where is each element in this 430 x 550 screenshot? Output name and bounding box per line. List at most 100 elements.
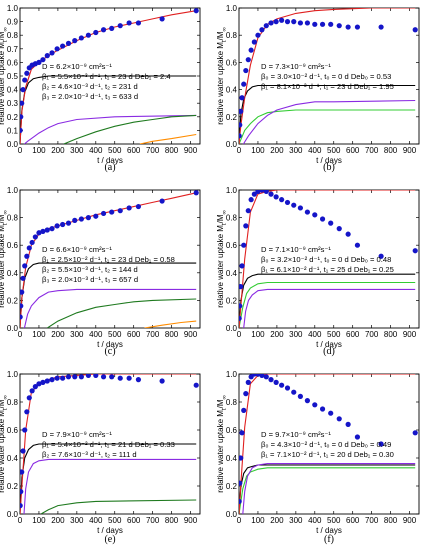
x-tick-label: 500 — [108, 330, 122, 339]
data-point — [259, 374, 265, 378]
data-point — [412, 430, 418, 436]
x-axis-label: t / days — [97, 156, 123, 165]
data-point — [109, 209, 115, 215]
x-tick-label: 100 — [32, 516, 46, 525]
fit-annotation: β₁ = 8.1×10⁻³ d⁻¹, t₁ = 23 d Deb₁ = 1.95 — [261, 82, 394, 91]
data-point — [100, 27, 107, 33]
data-point — [319, 216, 326, 222]
x-tick-label: 500 — [327, 146, 341, 155]
y-tick-label: 0.2 — [226, 113, 238, 122]
data-point — [135, 203, 142, 210]
data-point — [336, 416, 342, 422]
y-tick-label: 0.2 — [226, 482, 238, 491]
data-point — [93, 374, 99, 378]
x-tick-label: 0 — [237, 516, 242, 525]
data-point — [241, 242, 247, 248]
data-point — [336, 226, 342, 232]
data-point — [24, 253, 30, 259]
data-point — [241, 81, 247, 87]
data-point — [22, 263, 28, 269]
fit-annotation: β₁ = 6.1×10⁻² d⁻¹, t₁ = 25 d Deb₁ = 0.25 — [261, 265, 394, 274]
y-tick-label: 0.8 — [226, 214, 238, 223]
y-tick-label: 0.4 — [7, 269, 19, 278]
series-line-relaxation-1 — [242, 463, 416, 514]
data-point — [36, 59, 42, 65]
series-line-relaxation-0 — [239, 109, 416, 144]
data-point — [159, 198, 165, 204]
data-point — [135, 377, 142, 383]
x-tick-label: 200 — [270, 330, 284, 339]
y-tick-label: 0.0 — [226, 140, 238, 149]
fit-annotation: β₂ = 4.6×10⁻³ d⁻¹, t₂ = 231 d — [42, 82, 138, 91]
y-axis-label: relative water uptake Mt/M∞ — [216, 210, 228, 308]
data-point — [44, 378, 50, 384]
data-point — [259, 190, 265, 193]
x-tick-label: 100 — [32, 146, 46, 155]
data-point — [54, 375, 60, 381]
chart-panel-0: 0 100 200 300 400 500 600 700 800 900 0.0 0.1 0.2 0.3… — [0, 4, 201, 173]
y-tick-label: 0.4 — [226, 454, 238, 463]
data-point — [193, 8, 199, 14]
data-point — [20, 314, 23, 320]
data-point — [26, 395, 32, 401]
series-line-total-fit — [239, 8, 416, 144]
x-axis-label: t / days — [97, 526, 123, 535]
x-tick-label: 500 — [108, 146, 122, 155]
y-tick-label: 1.0 — [7, 370, 19, 379]
x-tick-label: 100 — [251, 330, 265, 339]
y-tick-label: 0.8 — [7, 31, 19, 40]
x-tick-label: 700 — [146, 330, 160, 339]
data-point — [72, 217, 78, 223]
series-line-relaxation-1 — [24, 114, 197, 144]
data-point — [126, 205, 132, 211]
data-point — [239, 498, 242, 504]
y-tick-label: 0.7 — [7, 45, 19, 54]
data-point — [354, 242, 361, 248]
x-tick-label: 500 — [108, 516, 122, 525]
data-point — [135, 20, 142, 26]
data-point — [109, 25, 115, 31]
data-point — [20, 289, 25, 295]
data-point — [345, 421, 351, 427]
series-line-Fickian — [239, 464, 416, 514]
data-point — [297, 205, 303, 211]
data-point — [263, 23, 269, 29]
x-tick-label: 300 — [289, 516, 303, 525]
data-point — [248, 47, 254, 53]
panel-caption: (c) — [104, 346, 115, 357]
data-point — [40, 228, 46, 234]
data-point — [291, 19, 297, 25]
x-tick-label: 900 — [184, 330, 198, 339]
x-tick-label: 400 — [89, 516, 103, 525]
y-tick-label: 0.0 — [7, 324, 19, 333]
data-point — [85, 215, 91, 221]
data-point — [29, 239, 35, 246]
data-point — [297, 20, 303, 26]
fit-annotation: D = 7.9×10⁻⁹ cm²s⁻¹ — [42, 430, 112, 439]
data-point — [245, 379, 251, 385]
data-point — [243, 391, 249, 397]
data-point — [239, 430, 245, 436]
fit-annotation: β₂ = 5.5×10⁻³ d⁻¹, t₂ = 144 d — [42, 265, 138, 274]
data-point — [243, 223, 249, 229]
data-point — [239, 108, 244, 114]
data-point — [251, 39, 257, 45]
fit-annotation: β₁ = 2.5×10⁻² d⁻¹, t₁ = 23 d Deb₁ = 0.58 — [42, 255, 175, 264]
series-line-relaxation-2 — [63, 114, 197, 144]
data-point — [279, 197, 285, 203]
data-point — [412, 248, 418, 254]
x-axis-label: t / days — [316, 156, 342, 165]
data-point — [60, 375, 66, 381]
data-point — [32, 384, 38, 390]
data-point — [378, 441, 384, 447]
data-point — [22, 77, 28, 83]
chart-panel-3: 0 100 200 300 400 500 600 700 800 900 0.0 0.2 0.4 0.6… — [216, 186, 420, 357]
x-tick-label: 200 — [51, 330, 65, 339]
data-point — [20, 114, 24, 120]
data-point — [239, 284, 244, 290]
data-point — [29, 388, 35, 394]
panel-caption: (d) — [323, 346, 335, 357]
data-point — [72, 38, 78, 44]
chart-panel-4: 0 100 200 300 400 500 600 700 800 900 0.0 0.2 0.4 0.6… — [0, 370, 201, 545]
